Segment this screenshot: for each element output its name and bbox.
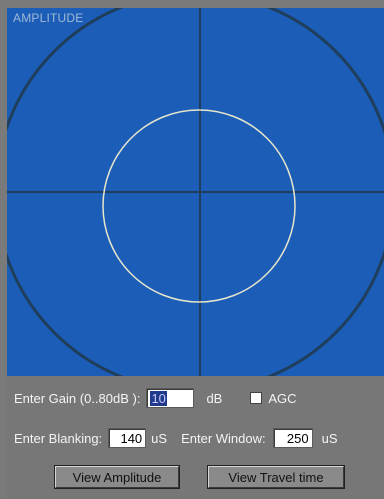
controls-panel: Enter Gain (0..80dB ): 10 dB AGC Enter B… bbox=[7, 376, 384, 499]
blanking-label: Enter Blanking: bbox=[14, 430, 103, 446]
blanking-unit: uS bbox=[151, 430, 168, 446]
view-travel-time-button[interactable]: View Travel time bbox=[208, 466, 344, 488]
gain-input[interactable]: 10 bbox=[146, 388, 195, 408]
blanking-input[interactable]: 140 bbox=[108, 428, 147, 448]
window-input[interactable]: 250 bbox=[272, 428, 313, 448]
gain-unit: dB bbox=[206, 390, 223, 406]
gain-value: 10 bbox=[150, 390, 167, 406]
window-value: 250 bbox=[286, 430, 309, 446]
blanking-value: 140 bbox=[120, 430, 143, 446]
agc-label: AGC bbox=[268, 390, 297, 406]
amplitude-display: AMPLITUDE bbox=[7, 8, 384, 376]
agc-checkbox[interactable] bbox=[250, 392, 263, 404]
polar-plot bbox=[7, 8, 384, 376]
window-label: Enter Window: bbox=[181, 430, 266, 446]
view-amplitude-button[interactable]: View Amplitude bbox=[55, 466, 179, 488]
timing-row: Enter Blanking: 140 uS Enter Window: 250… bbox=[14, 426, 338, 450]
window-unit: uS bbox=[321, 430, 338, 446]
gain-row: Enter Gain (0..80dB ): 10 dB AGC bbox=[14, 386, 297, 410]
gain-label: Enter Gain (0..80dB ): bbox=[14, 390, 141, 406]
inner-ring bbox=[102, 109, 296, 303]
plot-title: AMPLITUDE bbox=[13, 11, 84, 25]
